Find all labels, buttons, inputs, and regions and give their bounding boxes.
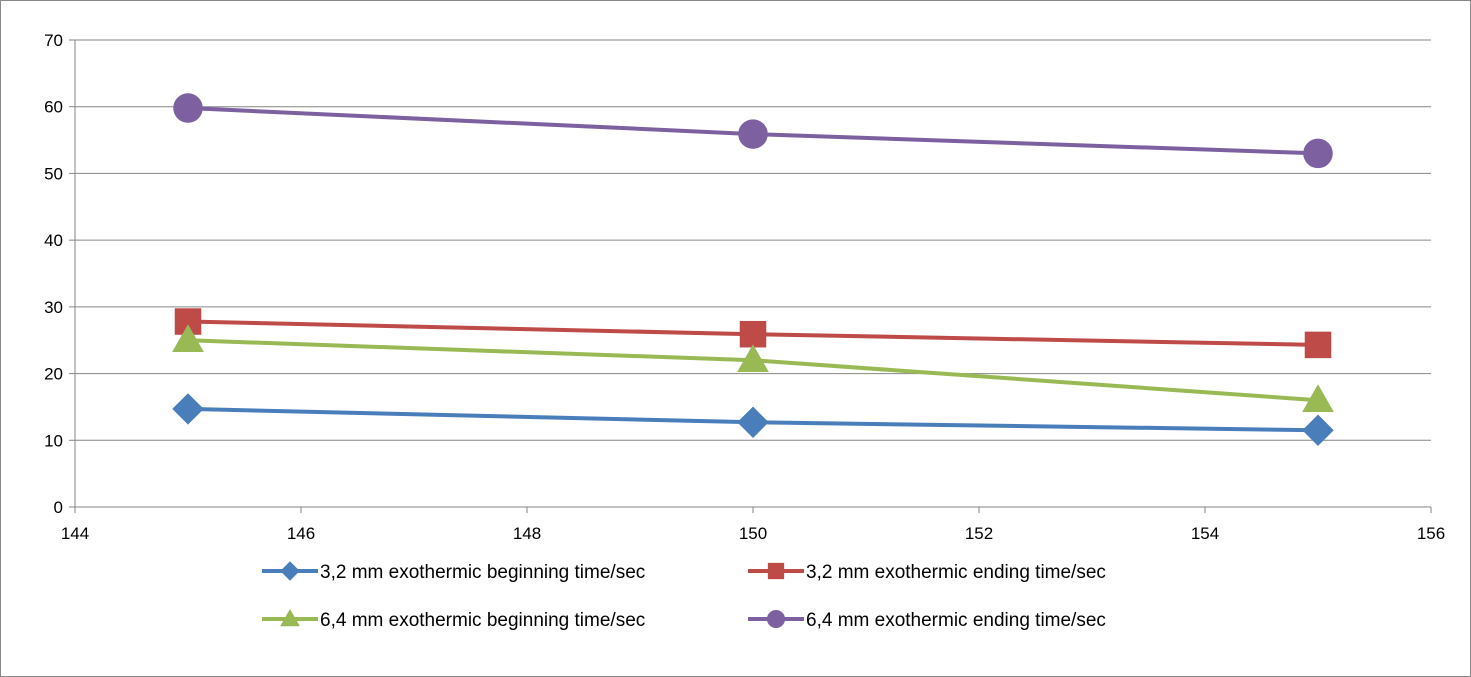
y-tick-label: 20 xyxy=(44,365,63,384)
gridlines xyxy=(75,40,1431,440)
x-tick-label: 144 xyxy=(61,524,89,543)
legend-entry-1: 3,2 mm exothermic beginning time/sec xyxy=(262,562,645,583)
legend-label: 3,2 mm exothermic beginning time/sec xyxy=(320,562,645,583)
y-tick-label: 0 xyxy=(54,498,63,517)
data-point xyxy=(739,120,768,149)
y-tick-label: 70 xyxy=(44,31,63,50)
legend-label: 3,2 mm exothermic ending time/sec xyxy=(806,562,1106,583)
series-1 xyxy=(173,394,1333,445)
y-axis-tick-labels: 0 10 20 30 40 50 60 70 xyxy=(44,31,63,517)
data-point xyxy=(738,407,768,437)
legend-label: 6,4 mm exothermic beginning time/sec xyxy=(320,610,645,631)
legend-entry-2: 3,2 mm exothermic ending time/sec xyxy=(748,562,1106,583)
legend-marker xyxy=(281,562,299,580)
data-point xyxy=(1304,139,1333,168)
data-point xyxy=(173,394,203,424)
x-tick-label: 148 xyxy=(513,524,541,543)
legend-entry-4: 6,4 mm exothermic ending time/sec xyxy=(748,610,1106,631)
data-point xyxy=(1305,332,1331,358)
data-point xyxy=(174,94,203,123)
series-lines xyxy=(173,94,1333,445)
y-tick-label: 40 xyxy=(44,231,63,250)
legend-marker xyxy=(767,610,784,627)
y-tick-label: 10 xyxy=(44,431,63,450)
x-axis-tick-labels: 144 146 148 150 152 154 156 xyxy=(61,524,1445,543)
x-tick-label: 156 xyxy=(1417,524,1445,543)
x-tick-label: 154 xyxy=(1191,524,1219,543)
legend: 3,2 mm exothermic beginning time/sec 3,2 … xyxy=(262,562,1106,631)
legend-entry-3: 6,4 mm exothermic beginning time/sec xyxy=(262,610,645,631)
x-tick-label: 146 xyxy=(287,524,315,543)
x-tick-label: 152 xyxy=(965,524,993,543)
series-4 xyxy=(174,94,1333,168)
y-tick-label: 50 xyxy=(44,164,63,183)
x-tick-label: 150 xyxy=(739,524,767,543)
y-tick-label: 60 xyxy=(44,98,63,117)
legend-marker xyxy=(768,563,783,578)
y-tick-label: 30 xyxy=(44,298,63,317)
data-point xyxy=(740,321,766,347)
legend-label: 6,4 mm exothermic ending time/sec xyxy=(806,610,1106,631)
